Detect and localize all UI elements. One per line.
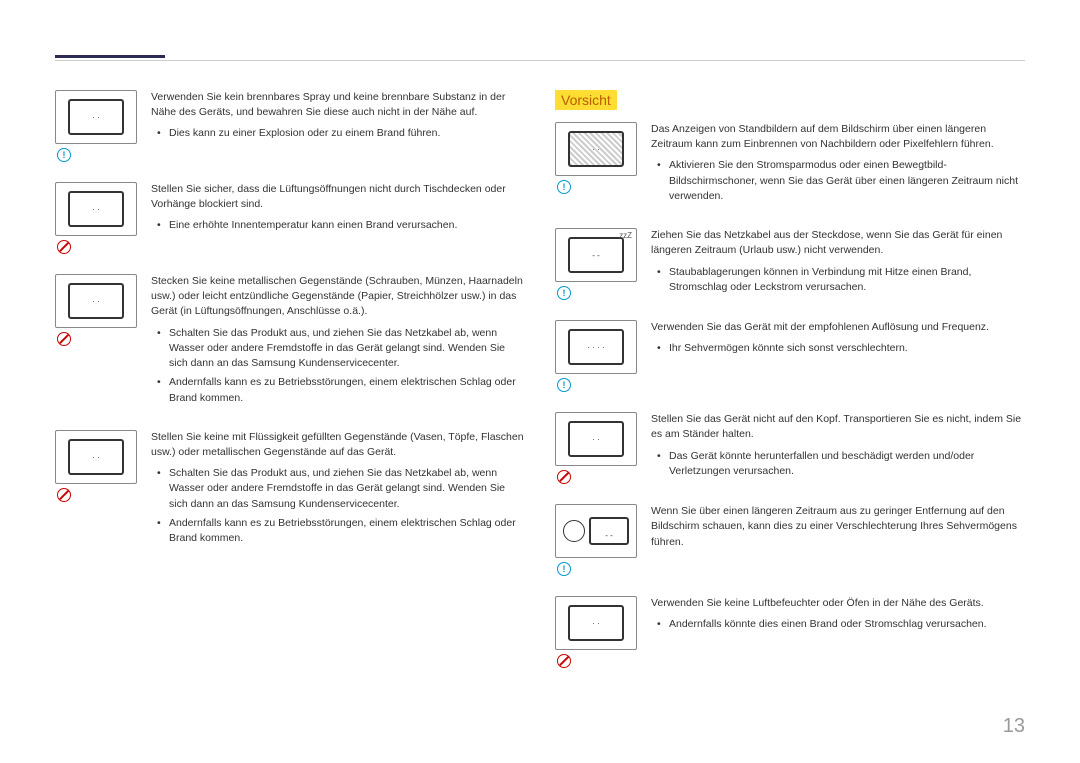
main-text: Verwenden Sie das Gerät mit der empfohle… [651, 320, 1025, 335]
caution-item: · · Stellen Sie das Gerät nicht auf den … [555, 412, 1025, 484]
warning-item: · · ! Verwenden Sie kein brennbares Spra… [55, 90, 525, 162]
bullet: Staubablagerungen können in Verbindung m… [669, 265, 1025, 295]
icon-column: · · [555, 596, 637, 668]
spray-icon: · · [55, 90, 137, 144]
bullet: Andernfalls kann es zu Betriebsstörungen… [169, 375, 525, 405]
warning-item: · · Stellen Sie keine mit Flüssigkeit ge… [55, 430, 525, 551]
warning-item: · · Stecken Sie keine metallischen Gegen… [55, 274, 525, 410]
text-block: Das Anzeigen von Standbildern auf dem Bi… [651, 122, 1025, 208]
caution-item: · · · · ! Verwenden Sie das Gerät mit de… [555, 320, 1025, 392]
icon-column: · · ! [55, 90, 137, 162]
warning-item: · · Stellen Sie sicher, dass die Lüftung… [55, 182, 525, 254]
main-text: Stellen Sie das Gerät nicht auf den Kopf… [651, 412, 1025, 442]
icon-column: · · [55, 430, 137, 502]
right-column: Vorsicht · · ! Das Anzeigen von Standbil… [555, 90, 1025, 688]
caution-heading: Vorsicht [555, 90, 617, 110]
icon-column: · · · · ! [555, 320, 637, 392]
icon-column: - - zzZ ! [555, 228, 637, 300]
bullet: Andernfalls kann es zu Betriebsstörungen… [169, 516, 525, 546]
unplug-icon: - - zzZ [555, 228, 637, 282]
bullet: Eine erhöhte Innentemperatur kann einen … [169, 218, 525, 233]
page-number: 13 [1003, 715, 1025, 738]
bullet: Ihr Sehvermögen könnte sich sonst versch… [669, 341, 1025, 356]
main-text: Stellen Sie keine mit Flüssigkeit gefüll… [151, 430, 525, 460]
prohibit-badge-icon [557, 654, 571, 668]
text-block: Stellen Sie das Gerät nicht auf den Kopf… [651, 412, 1025, 483]
icon-column: - - ! [555, 504, 637, 576]
bullet: Andernfalls könnte dies einen Brand oder… [669, 617, 1025, 632]
bullet: Dies kann zu einer Explosion oder zu ein… [169, 126, 525, 141]
main-text: Das Anzeigen von Standbildern auf dem Bi… [651, 122, 1025, 152]
bullet: Aktivieren Sie den Stromsparmodus oder e… [669, 158, 1025, 204]
text-block: Verwenden Sie das Gerät mit der empfohle… [651, 320, 1025, 360]
humidifier-icon: · · [555, 596, 637, 650]
main-text: Stecken Sie keine metallischen Gegenstän… [151, 274, 525, 320]
liquid-objects-icon: · · [55, 430, 137, 484]
main-text: Wenn Sie über einen längeren Zeitraum au… [651, 504, 1025, 550]
text-block: Stellen Sie keine mit Flüssigkeit gefüll… [151, 430, 525, 551]
caution-item: · · ! Das Anzeigen von Standbildern auf … [555, 122, 1025, 208]
text-block: Verwenden Sie kein brennbares Spray und … [151, 90, 525, 146]
caution-item: - - zzZ ! Ziehen Sie das Netzkabel aus d… [555, 228, 1025, 300]
info-badge-icon: ! [557, 562, 571, 576]
text-block: Stellen Sie sicher, dass die Lüftungsöff… [151, 182, 525, 238]
main-text: Ziehen Sie das Netzkabel aus der Steckdo… [651, 228, 1025, 258]
icon-column: · · ! [555, 122, 637, 194]
header-accent-bar [55, 55, 165, 58]
upside-down-icon: · · [555, 412, 637, 466]
prohibit-badge-icon [57, 240, 71, 254]
bullet: Schalten Sie das Produkt aus, und ziehen… [169, 326, 525, 372]
prohibit-badge-icon [57, 488, 71, 502]
eye-distance-icon: - - [555, 504, 637, 558]
main-text: Verwenden Sie kein brennbares Spray und … [151, 90, 525, 120]
resolution-icon: · · · · [555, 320, 637, 374]
icon-column: · · [55, 274, 137, 346]
text-block: Ziehen Sie das Netzkabel aus der Steckdo… [651, 228, 1025, 299]
icon-column: · · [555, 412, 637, 484]
text-block: Verwenden Sie keine Luftbefeuchter oder … [651, 596, 1025, 636]
burn-in-icon: · · [555, 122, 637, 176]
prohibit-badge-icon [557, 470, 571, 484]
icon-column: · · [55, 182, 137, 254]
left-column: · · ! Verwenden Sie kein brennbares Spra… [55, 90, 525, 688]
content-columns: · · ! Verwenden Sie kein brennbares Spra… [55, 90, 1025, 688]
main-text: Stellen Sie sicher, dass die Lüftungsöff… [151, 182, 525, 212]
ventilation-icon: · · [55, 182, 137, 236]
prohibit-badge-icon [57, 332, 71, 346]
header-divider [55, 60, 1025, 61]
text-block: Wenn Sie über einen längeren Zeitraum au… [651, 504, 1025, 556]
metal-objects-icon: · · [55, 274, 137, 328]
caution-item: · · Verwenden Sie keine Luftbefeuchter o… [555, 596, 1025, 668]
caution-item: - - ! Wenn Sie über einen längeren Zeitr… [555, 504, 1025, 576]
info-badge-icon: ! [57, 148, 71, 162]
main-text: Verwenden Sie keine Luftbefeuchter oder … [651, 596, 1025, 611]
info-badge-icon: ! [557, 180, 571, 194]
info-badge-icon: ! [557, 286, 571, 300]
info-badge-icon: ! [557, 378, 571, 392]
text-block: Stecken Sie keine metallischen Gegenstän… [151, 274, 525, 410]
bullet: Schalten Sie das Produkt aus, und ziehen… [169, 466, 525, 512]
bullet: Das Gerät könnte herunterfallen und besc… [669, 449, 1025, 479]
